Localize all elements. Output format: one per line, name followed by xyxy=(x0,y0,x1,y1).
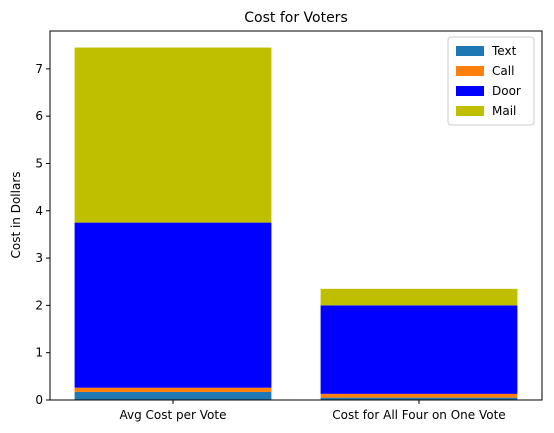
y-tick-label: 6 xyxy=(35,109,43,123)
y-tick-label: 0 xyxy=(35,393,43,407)
legend-label-text: Text xyxy=(491,44,517,58)
y-axis-ticks: 0 1 2 3 4 5 6 7 xyxy=(35,62,50,407)
y-tick-label: 5 xyxy=(35,156,43,170)
y-tick-label: 1 xyxy=(35,346,43,360)
legend-swatch-mail xyxy=(456,106,484,116)
plot-frame xyxy=(49,30,543,401)
x-axis-ticks: Avg Cost per Vote Cost for All Four on On… xyxy=(120,400,506,422)
bar-door-2 xyxy=(320,305,518,394)
y-tick-label: 4 xyxy=(35,204,43,218)
legend: Text Call Door Mail xyxy=(447,36,535,126)
y-tick-label: 2 xyxy=(35,298,43,312)
legend-swatch-call xyxy=(456,66,484,76)
y-axis-label: Cost in Dollars xyxy=(9,171,23,258)
bar-call-2 xyxy=(320,393,518,398)
bars-group xyxy=(74,47,518,400)
bar-call-1 xyxy=(74,387,272,392)
bar-mail-2 xyxy=(320,288,518,306)
chart-title: Cost for Voters xyxy=(244,10,347,26)
bar-door-1 xyxy=(74,222,272,388)
legend-swatch-text xyxy=(456,46,484,56)
bar-text-2 xyxy=(320,397,518,400)
y-tick-label: 7 xyxy=(35,62,43,76)
x-tick-label: Cost for All Four on One Vote xyxy=(332,408,505,422)
legend-box xyxy=(447,36,535,126)
bar-text-1 xyxy=(74,391,272,400)
legend-label-call: Call xyxy=(492,64,514,78)
legend-label-mail: Mail xyxy=(492,104,516,118)
legend-swatch-door xyxy=(456,86,484,96)
legend-label-door: Door xyxy=(492,84,521,98)
y-tick-label: 3 xyxy=(35,251,43,265)
bar-mail-1 xyxy=(74,47,272,223)
x-tick-label: Avg Cost per Vote xyxy=(120,408,227,422)
